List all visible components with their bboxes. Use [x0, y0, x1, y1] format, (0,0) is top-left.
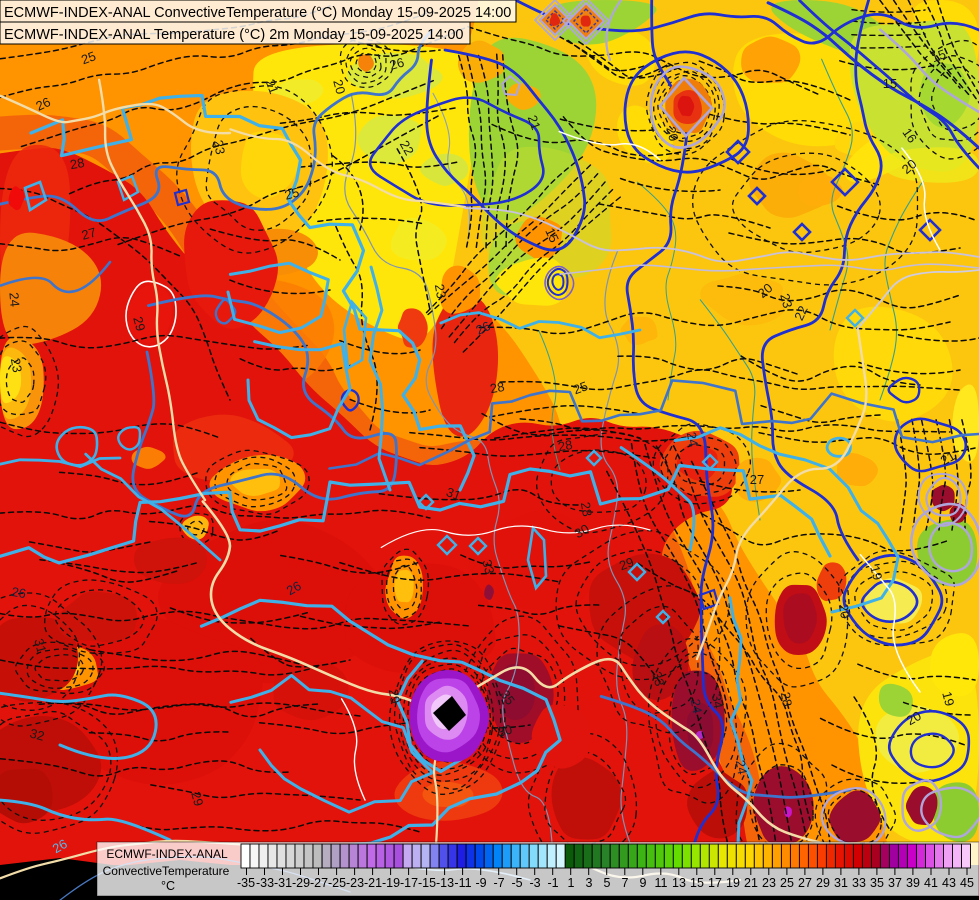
svg-text:33: 33	[479, 558, 497, 576]
svg-text:-3: -3	[529, 876, 540, 890]
svg-text:25: 25	[79, 48, 98, 67]
svg-text:-15: -15	[418, 876, 436, 890]
svg-text:26: 26	[473, 318, 492, 338]
svg-text:24: 24	[733, 759, 750, 776]
svg-text:30: 30	[496, 722, 514, 740]
svg-text:20: 20	[904, 708, 924, 728]
svg-text:25: 25	[571, 378, 590, 397]
svg-text:33: 33	[649, 670, 667, 688]
svg-text:-33: -33	[256, 876, 274, 890]
svg-text:26: 26	[33, 94, 52, 114]
svg-text:°C: °C	[161, 879, 175, 893]
svg-text:16: 16	[899, 125, 920, 145]
svg-text:35: 35	[870, 876, 884, 890]
svg-text:19: 19	[939, 690, 957, 708]
svg-text:13: 13	[672, 876, 686, 890]
svg-text:ECMWF-INDEX-ANAL Temperature (: ECMWF-INDEX-ANAL Temperature (°C) 2m Mon…	[4, 27, 464, 43]
svg-text:23: 23	[432, 283, 449, 300]
svg-text:39: 39	[906, 876, 920, 890]
svg-text:9: 9	[640, 876, 647, 890]
svg-text:27: 27	[80, 225, 98, 243]
svg-text:-13: -13	[436, 876, 454, 890]
svg-text:19: 19	[867, 564, 885, 582]
svg-text:28: 28	[578, 501, 595, 518]
svg-text:45: 45	[960, 876, 974, 890]
svg-text:-1: -1	[547, 876, 558, 890]
svg-text:21: 21	[525, 113, 544, 132]
svg-text:41: 41	[924, 876, 938, 890]
svg-text:-25: -25	[328, 876, 346, 890]
svg-text:24: 24	[688, 698, 705, 715]
svg-text:22: 22	[791, 303, 811, 322]
svg-text:20: 20	[330, 78, 348, 96]
svg-text:29: 29	[130, 315, 148, 333]
svg-text:32: 32	[28, 726, 46, 744]
svg-text:23: 23	[8, 357, 25, 374]
svg-text:15: 15	[690, 876, 704, 890]
svg-text:29: 29	[188, 790, 206, 808]
svg-text:31: 31	[31, 637, 49, 655]
svg-text:5: 5	[604, 876, 611, 890]
svg-text:21: 21	[938, 448, 958, 468]
svg-text:29: 29	[617, 554, 636, 573]
svg-text:29: 29	[816, 876, 830, 890]
svg-text:-5: -5	[511, 876, 522, 890]
svg-text:23: 23	[777, 292, 795, 310]
svg-text:ECMWF-INDEX-ANAL: ECMWF-INDEX-ANAL	[106, 847, 228, 861]
svg-text:30: 30	[572, 521, 592, 541]
svg-text:43: 43	[942, 876, 956, 890]
svg-text:27: 27	[798, 876, 812, 890]
svg-text:-21: -21	[364, 876, 382, 890]
svg-text:24: 24	[684, 431, 701, 448]
svg-text:17: 17	[708, 876, 722, 890]
svg-text:15: 15	[883, 76, 897, 91]
svg-text:26: 26	[50, 836, 70, 856]
svg-text:26: 26	[284, 578, 304, 598]
svg-text:20: 20	[663, 125, 681, 143]
svg-text:34: 34	[709, 693, 726, 710]
svg-text:28: 28	[778, 691, 795, 708]
svg-text:-27: -27	[310, 876, 328, 890]
svg-text:26: 26	[10, 584, 27, 601]
svg-text:28: 28	[69, 155, 86, 172]
svg-text:-7: -7	[493, 876, 504, 890]
svg-text:ConvectiveTemperature: ConvectiveTemperature	[103, 864, 230, 878]
svg-text:21: 21	[744, 876, 758, 890]
svg-text:25: 25	[283, 185, 301, 203]
svg-text:19: 19	[726, 876, 740, 890]
svg-text:-17: -17	[400, 876, 418, 890]
svg-text:-23: -23	[346, 876, 364, 890]
svg-text:27: 27	[750, 472, 764, 487]
svg-text:25: 25	[780, 876, 794, 890]
svg-text:33: 33	[852, 876, 866, 890]
svg-text:22: 22	[397, 138, 417, 158]
svg-text:-9: -9	[475, 876, 486, 890]
svg-text:31: 31	[834, 876, 848, 890]
svg-text:-35: -35	[237, 876, 255, 890]
svg-text:-19: -19	[382, 876, 400, 890]
svg-text:7: 7	[622, 876, 629, 890]
svg-text:28: 28	[557, 437, 574, 454]
svg-text:23: 23	[211, 139, 228, 156]
svg-text:1: 1	[568, 876, 575, 890]
svg-text:23: 23	[762, 876, 776, 890]
svg-text:-29: -29	[292, 876, 310, 890]
svg-text:26: 26	[388, 55, 406, 73]
svg-text:15: 15	[929, 46, 948, 65]
svg-text:31: 31	[444, 484, 463, 503]
svg-text:3: 3	[586, 876, 593, 890]
svg-text:21: 21	[263, 77, 282, 96]
svg-text:28: 28	[489, 379, 506, 396]
svg-text:24: 24	[6, 292, 22, 308]
svg-text:29: 29	[386, 688, 403, 705]
svg-text:-11: -11	[454, 876, 471, 890]
svg-text:11: 11	[655, 876, 668, 890]
svg-text:15: 15	[542, 225, 562, 244]
svg-text:-31: -31	[274, 876, 292, 890]
svg-text:37: 37	[888, 876, 902, 890]
svg-text:35: 35	[497, 687, 518, 707]
svg-text:ECMWF-INDEX-ANAL ConvectiveTem: ECMWF-INDEX-ANAL ConvectiveTemperature (…	[4, 5, 511, 21]
svg-text:20: 20	[836, 603, 853, 620]
